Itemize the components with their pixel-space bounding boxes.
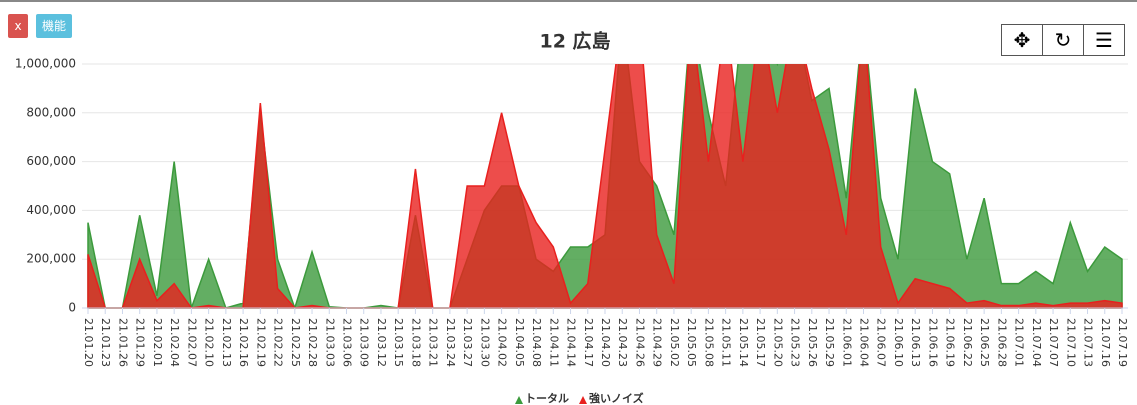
x-tick-label: 21.04.29 bbox=[651, 318, 664, 367]
x-tick-label: 21.06.19 bbox=[944, 318, 957, 367]
x-tick-label: 21.02.19 bbox=[254, 318, 267, 367]
x-tick-label: 21.03.18 bbox=[409, 318, 422, 367]
x-tick-label: 21.04.17 bbox=[582, 318, 595, 367]
x-tick-label: 21.05.05 bbox=[685, 318, 698, 367]
x-tick-label: 21.06.22 bbox=[961, 318, 974, 367]
x-tick-label: 21.06.25 bbox=[978, 318, 991, 367]
x-tick-label: 21.03.12 bbox=[375, 318, 388, 367]
x-tick-label: 21.06.16 bbox=[926, 318, 939, 367]
x-tick-label: 21.06.10 bbox=[892, 318, 905, 367]
x-tick-label: 21.03.06 bbox=[341, 318, 354, 367]
x-tick-label: 21.06.01 bbox=[840, 318, 853, 367]
x-tick-label: 21.01.26 bbox=[116, 318, 129, 367]
x-tick-label: 21.03.27 bbox=[461, 318, 474, 367]
x-tick-label: 21.05.11 bbox=[720, 318, 733, 367]
x-tick-label: 21.03.24 bbox=[444, 318, 457, 367]
area bbox=[87, 64, 1123, 309]
y-tick-label: 800,000 bbox=[26, 105, 76, 119]
x-tick-label: 21.01.29 bbox=[134, 318, 147, 367]
x-tick-label: 21.07.13 bbox=[1082, 318, 1095, 367]
x-tick-label: 21.06.13 bbox=[909, 318, 922, 367]
x-tick-label: 21.01.23 bbox=[99, 318, 112, 367]
x-tick-label: 21.07.10 bbox=[1064, 318, 1077, 367]
menu-button[interactable]: ☰ bbox=[1083, 25, 1124, 55]
x-tick-label: 21.05.08 bbox=[702, 318, 715, 367]
x-tick-label: 21.05.23 bbox=[789, 318, 802, 367]
x-tick-label: 21.04.08 bbox=[530, 318, 543, 367]
x-tick-label: 21.03.03 bbox=[323, 318, 336, 367]
x-tick-label: 21.07.19 bbox=[1116, 318, 1129, 367]
x-tick-label: 21.04.20 bbox=[599, 318, 612, 367]
y-tick-label: 1,000,000 bbox=[15, 57, 76, 71]
x-tick-label: 21.02.22 bbox=[272, 318, 285, 367]
feature-button[interactable]: 機能 bbox=[36, 14, 72, 38]
legend-label: 強いノイズ bbox=[589, 391, 644, 405]
legend-label: トータル bbox=[525, 392, 569, 405]
x-tick-label: 21.06.04 bbox=[858, 318, 871, 367]
x-tick-label: 21.07.07 bbox=[1047, 318, 1060, 367]
x-tick-label: 21.02.16 bbox=[237, 318, 250, 367]
x-tick-label: 21.03.30 bbox=[478, 318, 491, 367]
x-tick-label: 21.03.09 bbox=[358, 318, 371, 367]
x-tick-label: 21.04.23 bbox=[616, 318, 629, 367]
x-tick-label: 21.05.14 bbox=[737, 318, 750, 367]
x-tick-label: 21.02.28 bbox=[306, 318, 319, 367]
x-tick-label: 21.07.01 bbox=[1013, 318, 1026, 367]
y-tick-label: 200,000 bbox=[26, 252, 76, 266]
x-tick-label: 21.05.29 bbox=[823, 318, 836, 367]
y-tick-label: 400,000 bbox=[26, 203, 76, 217]
y-tick-label: 600,000 bbox=[26, 154, 76, 168]
x-tick-label: 21.05.17 bbox=[754, 318, 767, 367]
x-tick-label: 21.04.26 bbox=[633, 318, 646, 367]
x-tick-label: 21.05.20 bbox=[771, 318, 784, 367]
x-tick-label: 21.02.10 bbox=[203, 318, 216, 367]
x-tick-label: 21.04.02 bbox=[496, 318, 509, 367]
x-tick-label: 21.02.13 bbox=[220, 318, 233, 367]
x-tick-label: 21.02.07 bbox=[185, 318, 198, 367]
close-button[interactable]: x bbox=[8, 14, 28, 38]
y-tick-label: 0 bbox=[68, 301, 76, 315]
x-tick-label: 21.05.26 bbox=[806, 318, 819, 367]
reset-button[interactable]: ↻ bbox=[1042, 25, 1083, 55]
x-tick-label: 21.03.15 bbox=[392, 318, 405, 367]
pan-button[interactable]: ✥ bbox=[1013, 28, 1031, 52]
x-tick-label: 21.06.07 bbox=[875, 318, 888, 367]
x-tick-label: 21.02.04 bbox=[168, 318, 181, 367]
legend-marker bbox=[515, 396, 523, 404]
legend-marker bbox=[579, 396, 587, 404]
x-tick-label: 21.07.16 bbox=[1099, 318, 1112, 367]
x-tick-label: 21.05.02 bbox=[668, 318, 681, 367]
x-tick-label: 21.04.05 bbox=[513, 318, 526, 367]
x-tick-label: 21.02.25 bbox=[289, 318, 302, 367]
x-tick-label: 21.04.11 bbox=[547, 318, 560, 367]
chart-title: 12 広島 bbox=[539, 30, 610, 53]
x-tick-label: 21.07.04 bbox=[1030, 318, 1043, 367]
toolbar: ✥ ↻ ☰ bbox=[1001, 24, 1125, 56]
x-tick-label: 21.02.01 bbox=[151, 318, 164, 367]
x-tick-label: 21.03.21 bbox=[427, 318, 440, 367]
x-tick-label: 21.04.14 bbox=[565, 318, 578, 367]
x-tick-label: 21.06.28 bbox=[995, 318, 1008, 367]
x-tick-label: 21.01.20 bbox=[82, 318, 95, 367]
